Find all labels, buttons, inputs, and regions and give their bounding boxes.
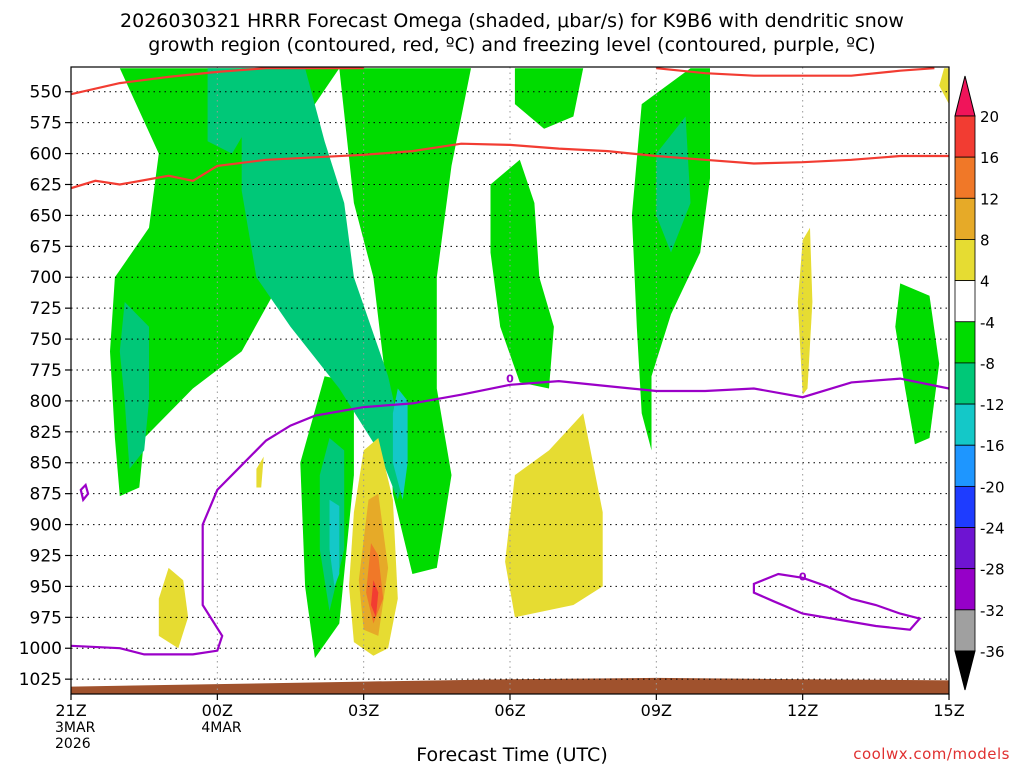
y-tick-label-675: 675 xyxy=(30,237,62,257)
y-tick-label-825: 825 xyxy=(30,423,62,443)
y-tick-label-875: 875 xyxy=(30,485,62,505)
omega-region-8 xyxy=(241,68,408,500)
colorbar-top-arrow xyxy=(954,75,976,117)
omega-region-1 xyxy=(339,68,471,574)
y-tick-label-1025: 1025 xyxy=(19,670,62,690)
colorbar-band-7 xyxy=(954,403,976,446)
colorbar-label-3: 8 xyxy=(980,231,990,249)
colorbar-band-10 xyxy=(954,527,976,570)
y-tick-label-850: 850 xyxy=(30,454,62,474)
omega-region-10 xyxy=(656,116,691,253)
y-tick-label-625: 625 xyxy=(30,175,62,195)
freezing-contour-1 xyxy=(752,572,922,631)
dgz-contour-1 xyxy=(71,142,949,190)
colorbar-label-4: 4 xyxy=(980,273,990,291)
colorbar-band-12 xyxy=(954,609,976,652)
colorbar-label-1: 16 xyxy=(980,149,999,167)
terrain-fill xyxy=(71,677,949,694)
x-tick-label-3-0: 00Z xyxy=(202,701,233,720)
omega-region-22 xyxy=(371,580,379,618)
site-credit-link[interactable]: coolwx.com/models xyxy=(853,745,1010,763)
colorbar-label-11: -28 xyxy=(980,561,1005,579)
colorbar-label-5: -4 xyxy=(980,314,995,332)
x-tick-label-0-2: 2026 xyxy=(55,736,91,752)
colorbar-label-12: -32 xyxy=(980,602,1005,620)
y-tick-label-575: 575 xyxy=(30,114,62,134)
dgz-contour-0 xyxy=(71,67,364,96)
colorbar-band-2 xyxy=(954,197,976,240)
colorbar-band-6 xyxy=(954,362,976,405)
x-tick-label-9-0: 06Z xyxy=(494,701,525,720)
colorbar-band-3 xyxy=(954,239,976,282)
dgz-contour-2 xyxy=(656,67,935,77)
omega-region-12 xyxy=(392,388,408,500)
x-tick-label-0-1: 3MAR xyxy=(55,720,96,736)
colorbar-band-5 xyxy=(954,321,976,364)
omega-region-4 xyxy=(514,68,584,129)
y-tick-label-975: 975 xyxy=(30,608,62,628)
omega-region-17 xyxy=(256,456,264,488)
omega-region-21 xyxy=(366,543,384,624)
freezing-contour-2 xyxy=(79,482,90,503)
colorbar-label-7: -12 xyxy=(980,396,1005,414)
freezing-contour-label-0: 0 xyxy=(506,373,514,386)
y-tick-label-700: 700 xyxy=(30,268,62,288)
colorbar-band-1 xyxy=(954,156,976,199)
colorbar-band-0 xyxy=(954,115,976,158)
colorbar-label-10: -24 xyxy=(980,520,1005,538)
x-tick-label-6-0: 03Z xyxy=(348,701,379,720)
omega-region-5 xyxy=(631,68,710,451)
y-tick-label-900: 900 xyxy=(30,516,62,536)
x-tick-label-18-0: 15Z xyxy=(933,701,964,720)
x-tick-label-0-0: 21Z xyxy=(55,701,86,720)
y-tick-label-800: 800 xyxy=(30,392,62,412)
y-tick-label-550: 550 xyxy=(30,83,62,103)
omega-region-16 xyxy=(158,567,189,649)
omega-region-3 xyxy=(490,159,554,389)
x-tick-label-15-0: 12Z xyxy=(787,701,818,720)
y-tick-label-950: 950 xyxy=(30,577,62,597)
colorbar-bottom-arrow xyxy=(954,650,976,691)
x-tick-label-3-1: 4MAR xyxy=(201,720,242,736)
colorbar-label-8: -16 xyxy=(980,437,1005,455)
omega-region-19 xyxy=(939,68,949,105)
omega-region-18 xyxy=(797,227,813,395)
omega-region-9 xyxy=(119,302,149,469)
colorbar-band-11 xyxy=(954,568,976,611)
omega-region-13 xyxy=(329,499,340,587)
colorbar-band-4 xyxy=(954,280,976,323)
y-tick-label-750: 750 xyxy=(30,330,62,350)
x-axis-label: Forecast Time (UTC) xyxy=(416,744,608,766)
colorbar-band-9 xyxy=(954,485,976,528)
freezing-contour-label-1: 0 xyxy=(799,571,807,584)
y-tick-label-600: 600 xyxy=(30,145,62,165)
colorbar-label-13: -36 xyxy=(980,643,1005,661)
freezing-contour-0 xyxy=(71,377,949,656)
omega-region-6 xyxy=(895,283,940,445)
omega-region-15 xyxy=(505,413,603,618)
y-tick-label-1000: 1000 xyxy=(19,639,62,659)
colorbar-label-0: 20 xyxy=(980,108,999,126)
colorbar-label-9: -20 xyxy=(980,478,1005,496)
x-tick-label-12-0: 09Z xyxy=(641,701,672,720)
y-tick-label-725: 725 xyxy=(30,299,62,319)
chart-title-line-1: 2026030321 HRRR Forecast Omega (shaded, … xyxy=(120,10,904,32)
y-tick-label-925: 925 xyxy=(30,546,62,566)
colorbar-band-8 xyxy=(954,444,976,487)
y-tick-label-775: 775 xyxy=(30,361,62,381)
y-tick-label-650: 650 xyxy=(30,206,62,226)
colorbar-label-6: -8 xyxy=(980,355,995,373)
colorbar-label-2: 12 xyxy=(980,190,999,208)
chart-title-line-2: growth region (contoured, red, ºC) and f… xyxy=(148,34,876,56)
